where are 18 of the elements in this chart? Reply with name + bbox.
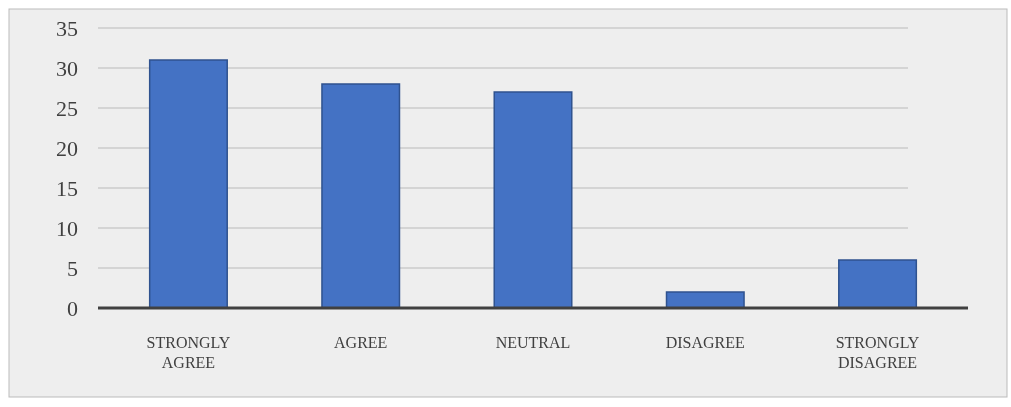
bar <box>321 83 401 309</box>
bar <box>493 91 573 309</box>
bar <box>148 59 228 309</box>
bar <box>665 291 745 309</box>
y-tick-label: 20 <box>56 135 78 161</box>
y-tick-label: 25 <box>56 95 78 121</box>
x-tick-label: AGREE <box>334 334 388 351</box>
bar <box>838 259 918 309</box>
y-tick-label: 10 <box>56 215 78 241</box>
y-tick-label: 5 <box>67 255 78 281</box>
y-tick-label: 15 <box>56 175 78 201</box>
x-tick-label: STRONGLY AGREE <box>146 334 231 371</box>
x-tick-label: STRONGLY DISAGREE <box>835 334 920 371</box>
x-tick-label: DISAGREE <box>665 334 745 351</box>
y-tick-label: 30 <box>56 55 78 81</box>
y-tick-label: 35 <box>56 15 78 41</box>
x-tick-label: NEUTRAL <box>495 334 571 351</box>
y-tick-label: 0 <box>67 295 78 321</box>
